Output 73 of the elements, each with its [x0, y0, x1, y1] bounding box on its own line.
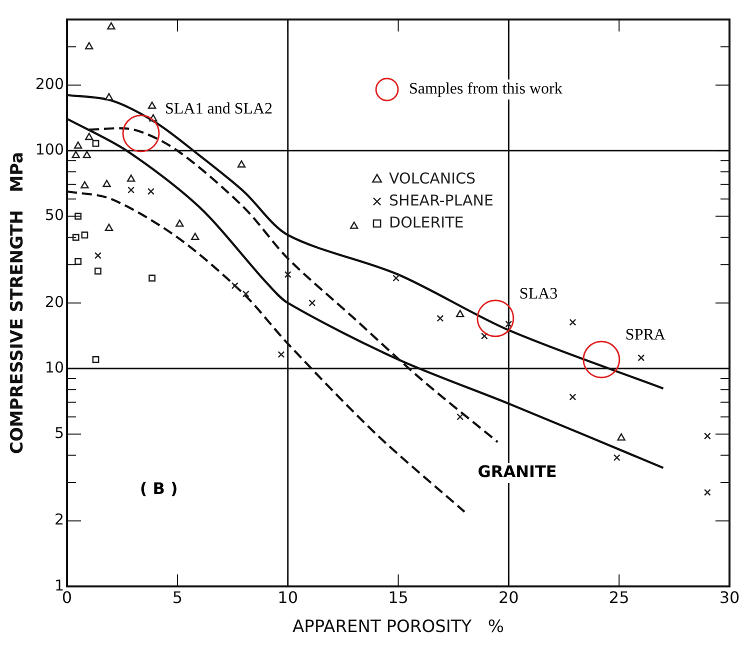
- annotation: SLA1 and SLA2: [165, 100, 273, 118]
- point: [392, 274, 400, 282]
- point: [128, 186, 135, 194]
- point: [85, 132, 94, 140]
- point: [617, 433, 626, 441]
- x-tick-label: 25: [608, 588, 630, 608]
- legend-label: Samples from this work: [409, 80, 562, 98]
- annotation: ( B ): [140, 479, 178, 498]
- annotation: GRANITE: [478, 462, 557, 482]
- y-tick-label: 10: [44, 358, 64, 376]
- point: [85, 42, 94, 50]
- point: [242, 290, 250, 298]
- point: [350, 222, 358, 229]
- point: [148, 102, 156, 109]
- point: [104, 224, 114, 231]
- point: [104, 93, 114, 100]
- x-tick-label: 15: [388, 588, 408, 608]
- y-axis-title: COMPRESSIVE STRENGTH MPa: [8, 152, 28, 454]
- y-tick-label: 50: [44, 206, 64, 224]
- point: [613, 454, 620, 462]
- point: [147, 188, 154, 195]
- y-tick-label: 20: [44, 292, 64, 311]
- point: [74, 141, 82, 149]
- point: [148, 274, 156, 282]
- x-tick-label: 5: [172, 588, 183, 608]
- legend-label: SHEAR-PLANE: [389, 191, 494, 210]
- y-tick-label: 1: [54, 576, 64, 594]
- point: [284, 271, 292, 278]
- annotation: SPRA: [625, 326, 666, 344]
- point: [456, 413, 464, 420]
- y-tick-label: 2: [54, 510, 64, 529]
- annotation: SLA3: [519, 286, 558, 303]
- point: [74, 258, 82, 265]
- point: [582, 340, 620, 378]
- x-axis-title: APPARENT POROSITY %: [292, 617, 504, 638]
- point: [190, 232, 200, 240]
- point: [72, 150, 80, 158]
- point: [480, 332, 488, 340]
- point: [92, 140, 100, 147]
- y-tick-label: 100: [35, 140, 64, 159]
- x-tick-label: 0: [62, 588, 72, 608]
- x-tick-label: 30: [719, 588, 740, 608]
- point: [237, 160, 246, 168]
- point: [80, 181, 89, 188]
- point: [638, 354, 645, 362]
- point: [94, 268, 102, 275]
- legend-label: DOLERITE: [389, 213, 464, 232]
- y-tick-label: 5: [54, 424, 64, 442]
- x-tick-label: 10: [278, 588, 298, 608]
- point: [126, 174, 136, 182]
- point: [122, 114, 160, 152]
- point: [704, 432, 711, 440]
- point: [176, 219, 184, 227]
- point: [569, 394, 576, 401]
- point: [278, 351, 285, 358]
- point: [92, 356, 100, 363]
- point: [102, 180, 111, 188]
- legend-label: VOLCANICS: [389, 169, 476, 188]
- point: [505, 320, 512, 328]
- point: [231, 282, 238, 290]
- point: [82, 150, 92, 158]
- point: [456, 310, 464, 318]
- point: [436, 314, 444, 322]
- point: [107, 22, 116, 30]
- point: [476, 300, 514, 338]
- point: [704, 488, 711, 496]
- point: [81, 232, 88, 239]
- x-tick-label: 20: [498, 588, 519, 608]
- point: [308, 299, 316, 306]
- point: [94, 252, 102, 260]
- point: [569, 318, 576, 326]
- point: [72, 234, 80, 241]
- y-tick-label: 200: [35, 74, 64, 93]
